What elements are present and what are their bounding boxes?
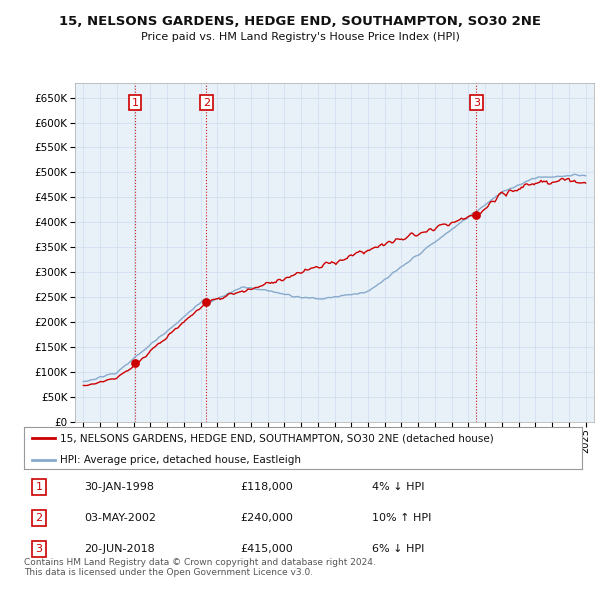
Point xyxy=(130,358,140,368)
Text: 03-MAY-2002: 03-MAY-2002 xyxy=(84,513,156,523)
Text: 30-JAN-1998: 30-JAN-1998 xyxy=(84,483,154,492)
Point xyxy=(202,297,211,307)
Text: £118,000: £118,000 xyxy=(240,483,293,492)
Text: Contains HM Land Registry data © Crown copyright and database right 2024.
This d: Contains HM Land Registry data © Crown c… xyxy=(24,558,376,577)
Text: 20-JUN-2018: 20-JUN-2018 xyxy=(84,544,155,553)
Text: 15, NELSONS GARDENS, HEDGE END, SOUTHAMPTON, SO30 2NE (detached house): 15, NELSONS GARDENS, HEDGE END, SOUTHAMP… xyxy=(60,434,494,444)
Text: HPI: Average price, detached house, Eastleigh: HPI: Average price, detached house, East… xyxy=(60,455,301,465)
Text: £240,000: £240,000 xyxy=(240,513,293,523)
Text: 10% ↑ HPI: 10% ↑ HPI xyxy=(372,513,431,523)
Text: Price paid vs. HM Land Registry's House Price Index (HPI): Price paid vs. HM Land Registry's House … xyxy=(140,32,460,42)
Text: 2: 2 xyxy=(35,513,43,523)
Text: 3: 3 xyxy=(35,544,43,553)
Text: 3: 3 xyxy=(473,97,480,107)
Point xyxy=(472,210,481,219)
Text: 1: 1 xyxy=(131,97,139,107)
Text: 6% ↓ HPI: 6% ↓ HPI xyxy=(372,544,424,553)
Text: 4% ↓ HPI: 4% ↓ HPI xyxy=(372,483,425,492)
Text: £415,000: £415,000 xyxy=(240,544,293,553)
Text: 1: 1 xyxy=(35,483,43,492)
Text: 2: 2 xyxy=(203,97,210,107)
Text: 15, NELSONS GARDENS, HEDGE END, SOUTHAMPTON, SO30 2NE: 15, NELSONS GARDENS, HEDGE END, SOUTHAMP… xyxy=(59,15,541,28)
